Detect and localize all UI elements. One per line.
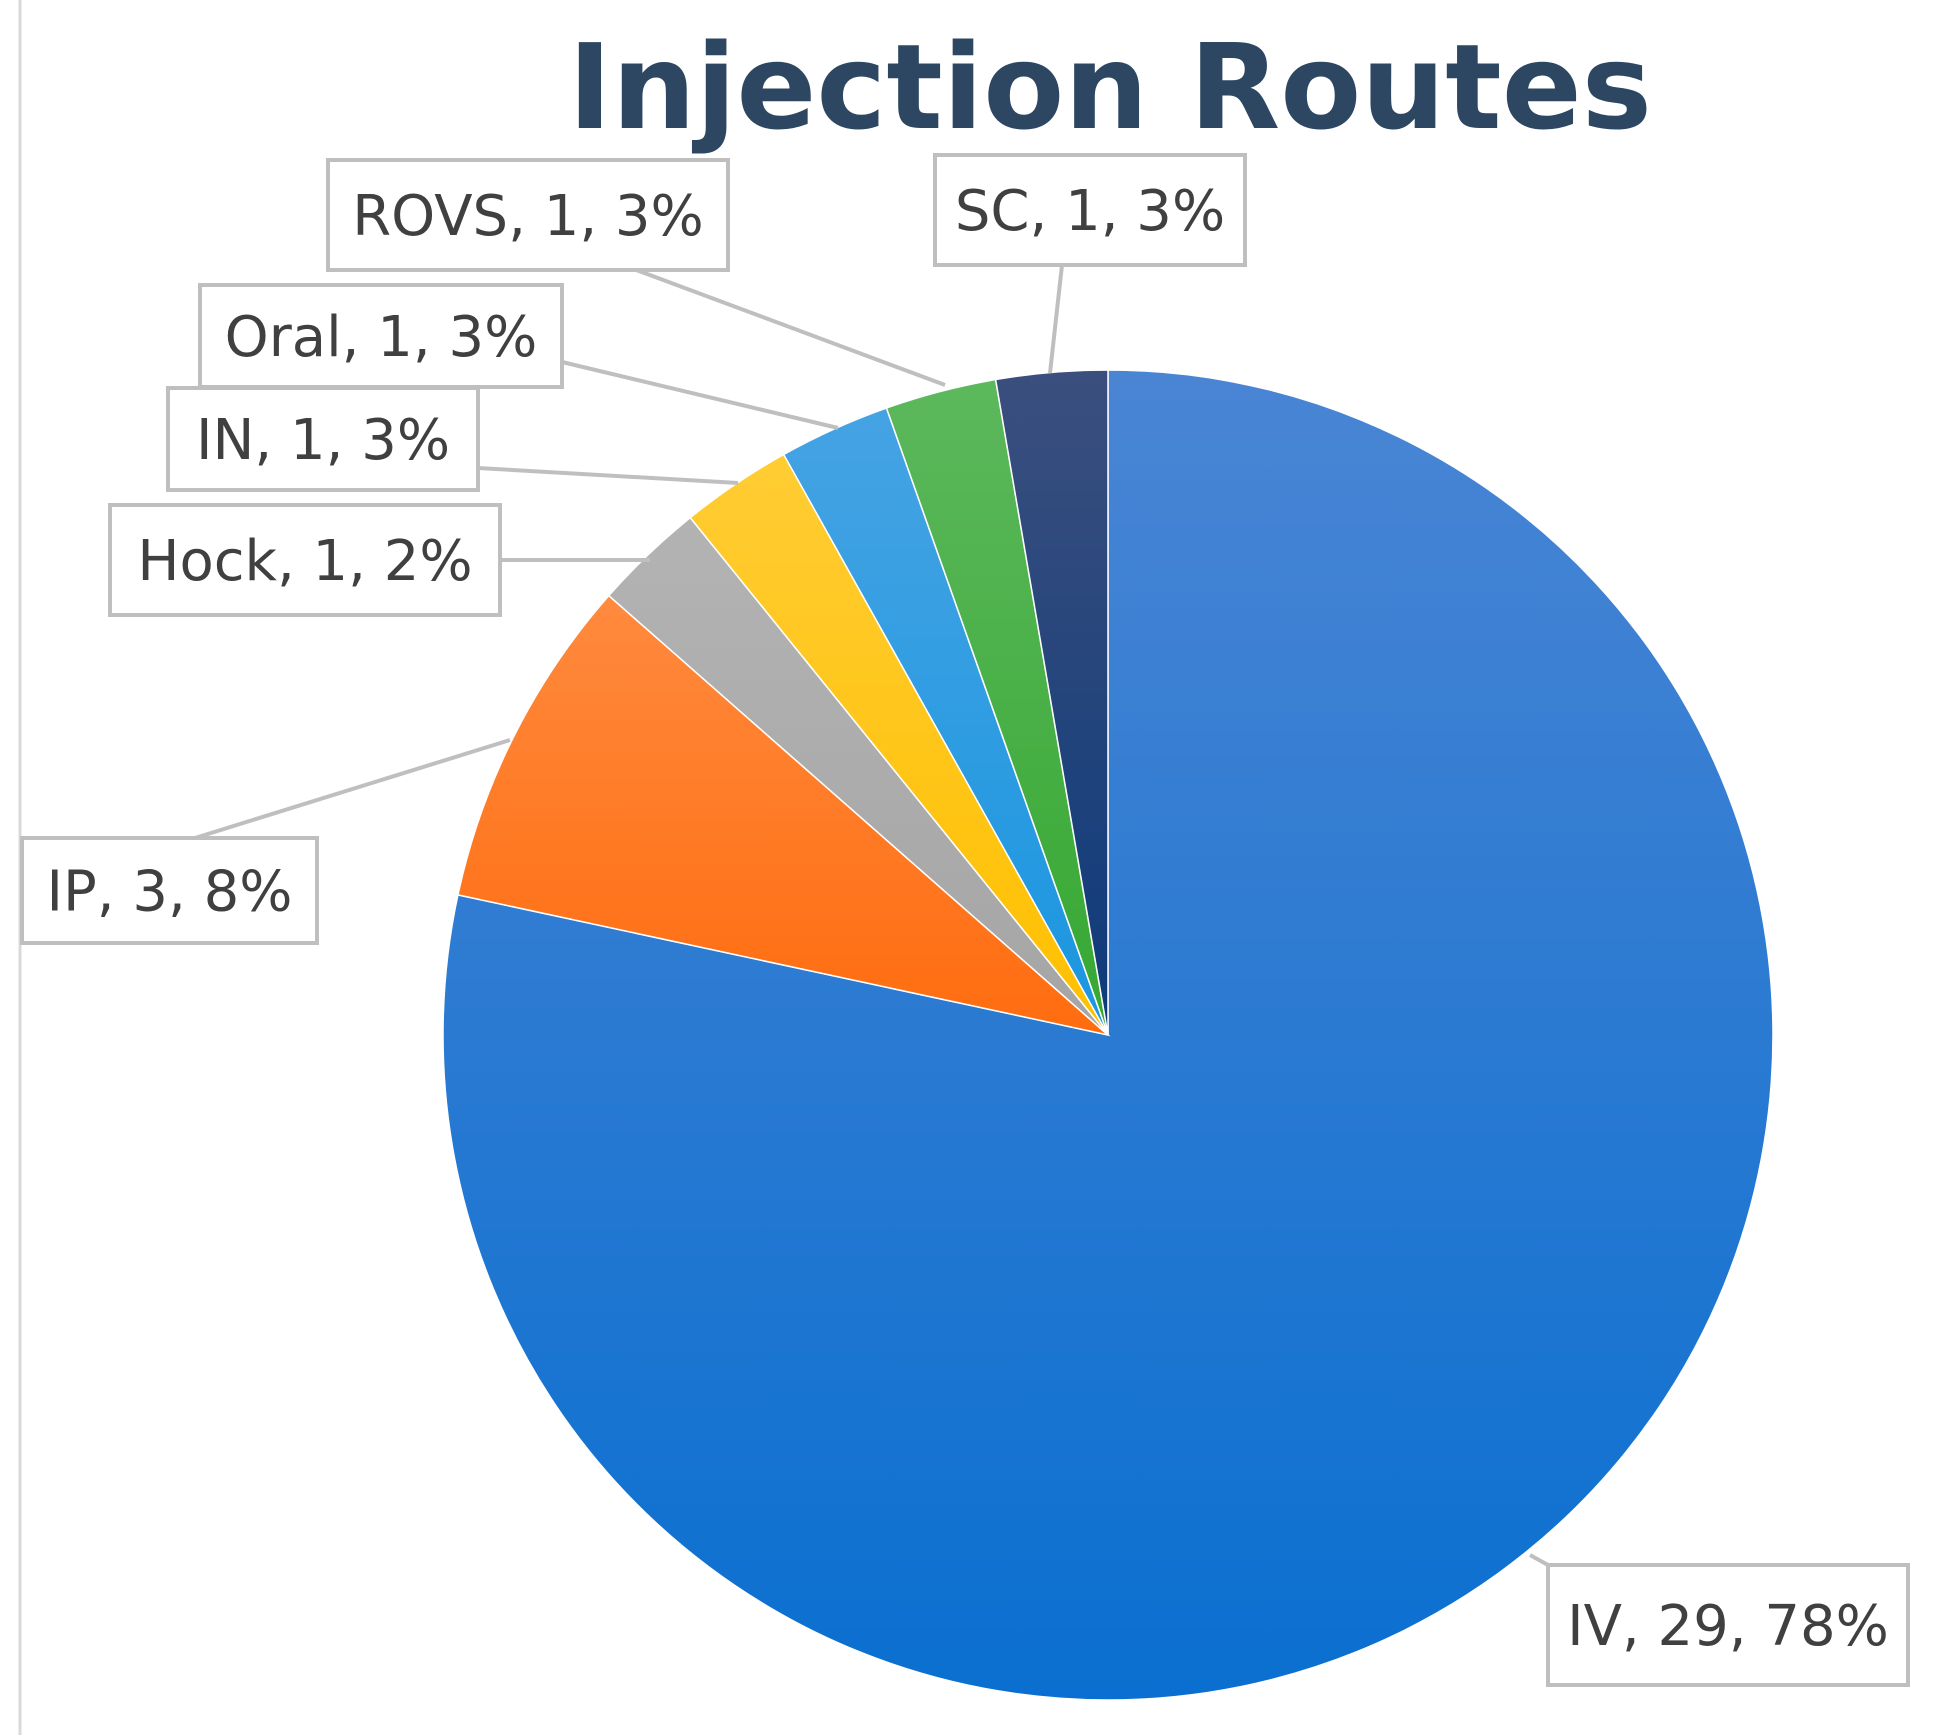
data-label-ip: IP, 3, 8% (20, 836, 319, 945)
leader-line-in (477, 466, 739, 485)
data-label-hock: Hock, 1, 2% (108, 503, 502, 617)
pie-slices (442, 369, 1774, 1701)
data-labels: IV, 29, 78% IP, 3, 8% Hock, 1, 2% IN, 1, 3%… (20, 153, 1910, 1687)
data-label-text-sc: SC, 1, 3% (955, 179, 1225, 244)
data-label-in: IN, 1, 3% (166, 386, 480, 492)
data-label-box-iv (1546, 1563, 1910, 1687)
data-label-text-in: IN, 1, 3% (196, 408, 450, 473)
chart-title: Injection Routes (568, 18, 1652, 156)
data-label-box-oral (198, 283, 564, 389)
data-label-box-sc (933, 153, 1247, 267)
data-label-box-rovs (326, 158, 730, 272)
data-label-sc: SC, 1, 3% (933, 153, 1247, 267)
data-label-text-ip: IP, 3, 8% (47, 860, 293, 925)
leader-line-ip (194, 738, 511, 840)
data-label-box-in (166, 386, 480, 492)
data-label-text-rovs: ROVS, 1, 3% (352, 184, 704, 249)
data-label-iv: IV, 29, 78% (1546, 1563, 1910, 1687)
data-label-oral: Oral, 1, 3% (198, 283, 564, 389)
data-label-text-oral: Oral, 1, 3% (225, 305, 538, 370)
data-label-box-hock (108, 503, 502, 617)
data-label-rovs: ROVS, 1, 3% (326, 158, 730, 272)
leader-lines (194, 260, 1549, 1567)
leader-line-sc (1048, 264, 1064, 374)
leader-line-oral (561, 360, 839, 430)
data-label-box-ip (20, 836, 319, 945)
pie-slice-ip (457, 594, 1111, 1037)
data-label-text-hock: Hock, 1, 2% (137, 529, 472, 594)
leader-line-rovs (614, 260, 946, 387)
data-label-text-iv: IV, 29, 78% (1567, 1594, 1889, 1659)
leader-line-iv (1529, 1553, 1549, 1567)
